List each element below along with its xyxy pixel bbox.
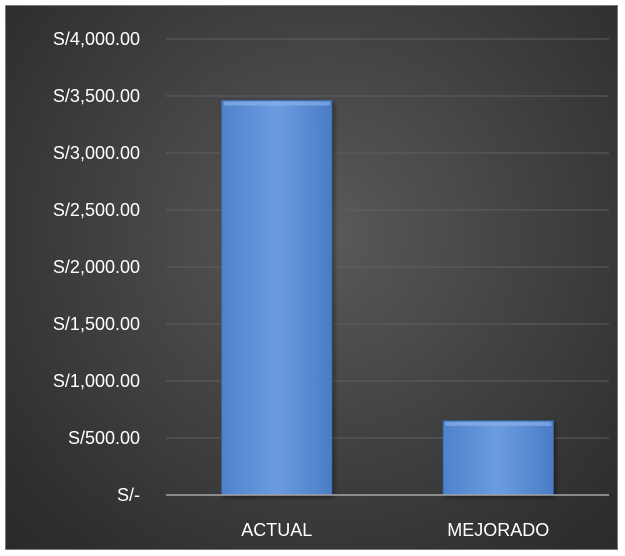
bar-chart: S/- S/500.00 S/1,000.00 S/1,500.00 S/2,000.0… xyxy=(6,6,619,551)
y-tick-label: S/1,500.00 xyxy=(53,314,140,334)
y-tick-label: S/2,000.00 xyxy=(53,257,140,277)
bars xyxy=(222,101,554,495)
y-tick-label: S/4,000.00 xyxy=(53,29,140,49)
bar-mejorado xyxy=(443,421,553,495)
bar-highlight xyxy=(445,422,551,426)
x-category-label: ACTUAL xyxy=(241,520,312,540)
x-category-label: MEJORADO xyxy=(447,520,549,540)
y-tick-label: S/2,500.00 xyxy=(53,200,140,220)
bar-actual xyxy=(222,101,332,495)
chart-frame: S/- S/500.00 S/1,000.00 S/1,500.00 S/2,000.0… xyxy=(5,5,618,550)
y-tick-label: S/3,000.00 xyxy=(53,143,140,163)
y-tick-label: S/1,000.00 xyxy=(53,371,140,391)
y-tick-label: S/- xyxy=(117,485,140,505)
y-tick-label: S/500.00 xyxy=(68,428,140,448)
y-tick-label: S/3,500.00 xyxy=(53,86,140,106)
bar-highlight xyxy=(224,102,330,106)
